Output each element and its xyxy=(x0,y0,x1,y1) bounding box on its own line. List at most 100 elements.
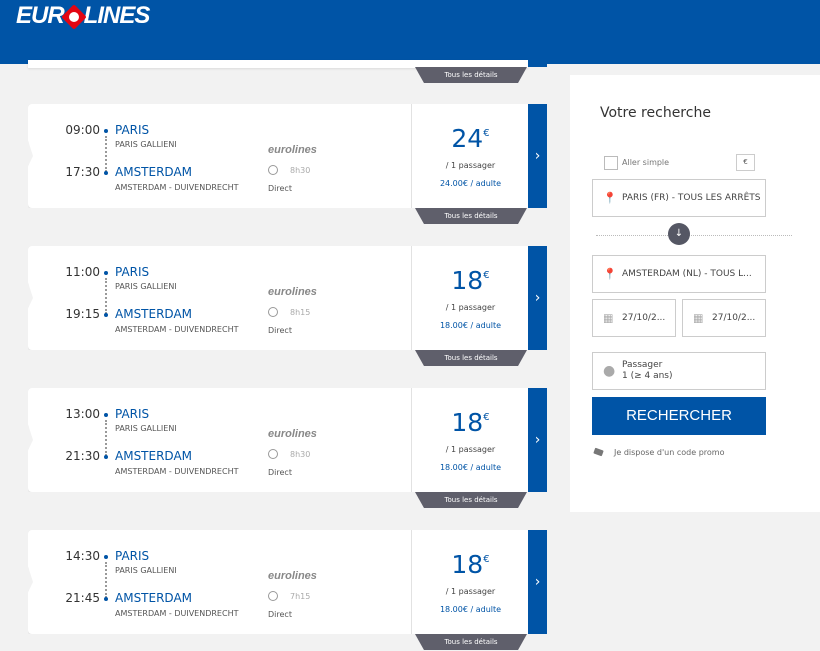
departure-time: 13:00 xyxy=(65,407,100,421)
departure-city: PARIS xyxy=(115,123,150,137)
tag-icon xyxy=(593,447,604,457)
arrival-city: AMSTERDAM xyxy=(115,307,193,321)
departure-station: PARIS GALLIENI xyxy=(115,566,177,575)
result-card[interactable]: 14:30 PARIS PARIS GALLIENI 21:45 AMSTERD… xyxy=(28,530,547,634)
trip-info: 14:30 PARIS PARIS GALLIENI 21:45 AMSTERD… xyxy=(28,530,411,634)
departure-time: 14:30 xyxy=(65,549,100,563)
arrival-dot xyxy=(104,597,108,601)
promo-code-link[interactable]: Je dispose d'un code promo xyxy=(614,448,725,457)
departure-city: PARIS xyxy=(115,549,150,563)
arrival-city: AMSTERDAM xyxy=(115,449,193,463)
trip-type: Direct xyxy=(268,610,292,619)
departure-time: 09:00 xyxy=(65,123,100,137)
departure-dot xyxy=(104,555,108,559)
price-box: 18€ / 1 passager 18.00€ / adulte xyxy=(411,246,528,350)
to-field[interactable]: 📍 AMSTERDAM (NL) - TOUS L... xyxy=(592,255,766,293)
departure-dot xyxy=(104,271,108,275)
one-way-label: Aller simple xyxy=(622,158,670,167)
header: EUR LINES xyxy=(0,0,820,64)
select-trip-chevron-right-icon[interactable]: › xyxy=(528,388,547,492)
price-per-adult: 18.00€ / adulte xyxy=(439,605,502,614)
arrival-station: AMSTERDAM - DUIVENDRECHT xyxy=(115,467,239,476)
result-card[interactable]: 09:00 PARIS PARIS GALLIENI 17:30 AMSTERD… xyxy=(28,104,547,208)
currency-selector[interactable]: € xyxy=(736,154,755,171)
return-date-field[interactable]: ▦ 27/10/2... xyxy=(682,299,766,337)
departure-station: PARIS GALLIENI xyxy=(115,140,177,149)
from-field[interactable]: 📍 PARIS (FR) - TOUS LES ARRÊTS xyxy=(592,179,766,217)
arrival-station: AMSTERDAM - DUIVENDRECHT xyxy=(115,609,239,618)
arrival-city: AMSTERDAM xyxy=(115,591,193,605)
arrival-time: 19:15 xyxy=(65,307,100,321)
per-passenger: / 1 passager xyxy=(445,161,496,170)
passenger-field[interactable]: ● Passager 1 (≥ 4 ans) xyxy=(592,352,766,390)
select-trip-chevron-right-icon[interactable]: › xyxy=(528,104,547,208)
trip-info: 11:00 PARIS PARIS GALLIENI 19:15 AMSTERD… xyxy=(28,246,411,350)
person-icon: ● xyxy=(603,363,616,379)
timer-icon xyxy=(268,165,278,175)
trip-type: Direct xyxy=(268,184,292,193)
price: 18€ xyxy=(451,550,490,579)
select-trip-chevron-right-icon[interactable]: › xyxy=(528,530,547,634)
price-per-adult: 18.00€ / adulte xyxy=(439,463,502,472)
result-card[interactable]: 11:00 PARIS PARIS GALLIENI 19:15 AMSTERD… xyxy=(28,246,547,350)
price-box: 24€ / 1 passager 24.00€ / adulte xyxy=(411,104,528,208)
calendar-icon: ▦ xyxy=(603,311,614,325)
trip-info: 13:00 PARIS PARIS GALLIENI 21:30 AMSTERD… xyxy=(28,388,411,492)
price: 24€ xyxy=(451,124,490,153)
arrival-dot xyxy=(104,313,108,317)
divider xyxy=(596,235,792,236)
duration: 7h15 xyxy=(290,592,311,601)
search-panel: Votre recherche Aller simple € 📍 PARIS (F… xyxy=(570,75,820,512)
timer-icon xyxy=(268,591,278,601)
route-line xyxy=(105,420,107,456)
per-passenger: / 1 passager xyxy=(445,303,496,312)
location-pin-icon: 📍 xyxy=(603,191,617,205)
price-box: 18€ / 1 passager 18.00€ / adulte xyxy=(411,388,528,492)
operator-logo: eurolines xyxy=(268,428,317,440)
departure-station: PARIS GALLIENI xyxy=(115,424,177,433)
arrival-time: 21:45 xyxy=(65,591,100,605)
operator-logo: eurolines xyxy=(268,286,317,298)
timer-icon xyxy=(268,449,278,459)
departure-city: PARIS xyxy=(115,407,150,421)
price-per-adult: 24.00€ / adulte xyxy=(439,179,502,188)
arrival-time: 17:30 xyxy=(65,165,100,179)
one-way-checkbox[interactable] xyxy=(604,156,618,170)
trip-type: Direct xyxy=(268,468,292,477)
arrival-city: AMSTERDAM xyxy=(115,165,193,179)
eurolines-logo[interactable]: EUR LINES xyxy=(16,2,150,30)
duration: 8h30 xyxy=(290,166,311,175)
duration: 8h30 xyxy=(290,450,311,459)
per-passenger: / 1 passager xyxy=(445,445,496,454)
trip-type: Direct xyxy=(268,326,292,335)
timer-icon xyxy=(268,307,278,317)
result-card[interactable]: 13:00 PARIS PARIS GALLIENI 21:30 AMSTERD… xyxy=(28,388,547,492)
price-box: 18€ / 1 passager 18.00€ / adulte xyxy=(411,530,528,634)
arrival-station: AMSTERDAM - DUIVENDRECHT xyxy=(115,183,239,192)
departure-date-field[interactable]: ▦ 27/10/2... xyxy=(592,299,676,337)
search-title: Votre recherche xyxy=(600,105,711,121)
details-tab[interactable]: Tous les détails xyxy=(415,634,527,650)
arrival-station: AMSTERDAM - DUIVENDRECHT xyxy=(115,325,239,334)
route-line xyxy=(105,562,107,598)
previous-result-select-button[interactable] xyxy=(528,60,547,67)
details-tab[interactable]: Tous les détails xyxy=(415,492,527,508)
details-tab[interactable]: Tous les détails xyxy=(415,208,527,224)
departure-city: PARIS xyxy=(115,265,150,279)
price-per-adult: 18.00€ / adulte xyxy=(439,321,502,330)
route-line xyxy=(105,278,107,314)
previous-result-card xyxy=(28,60,528,68)
swap-arrow-down-icon[interactable]: ↓ xyxy=(668,223,690,245)
select-trip-chevron-right-icon[interactable]: › xyxy=(528,246,547,350)
price: 18€ xyxy=(451,266,490,295)
route-line xyxy=(105,136,107,172)
arrival-time: 21:30 xyxy=(65,449,100,463)
details-tab[interactable]: Tous les détails xyxy=(415,350,527,366)
search-button[interactable]: RECHERCHER xyxy=(592,397,766,435)
price: 18€ xyxy=(451,408,490,437)
calendar-icon: ▦ xyxy=(693,311,704,325)
operator-logo: eurolines xyxy=(268,144,317,156)
details-tab[interactable]: Tous les détails xyxy=(415,67,527,83)
per-passenger: / 1 passager xyxy=(445,587,496,596)
trip-info: 09:00 PARIS PARIS GALLIENI 17:30 AMSTERD… xyxy=(28,104,411,208)
